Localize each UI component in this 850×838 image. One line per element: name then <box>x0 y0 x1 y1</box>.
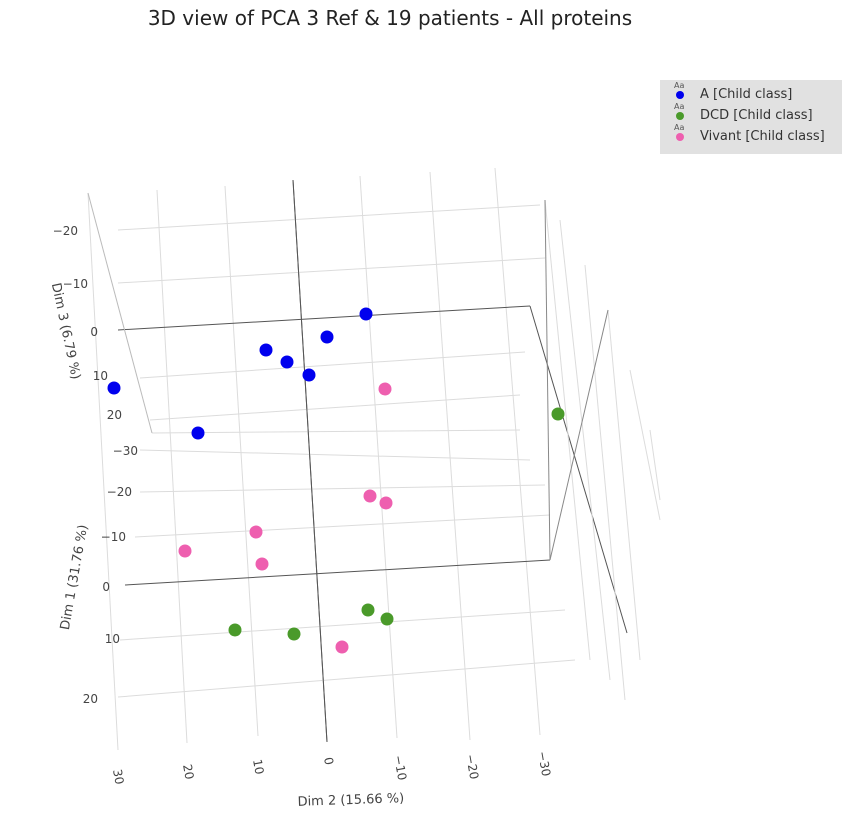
legend-badge: Aa <box>674 123 685 132</box>
tick-labels: −20 −10 0 10 20 −30 −20 −10 0 10 20 30 20 10 0 −10 −20 −3… <box>53 224 554 786</box>
data-point[interactable] <box>178 544 192 558</box>
grid-line-dim3 <box>151 429 521 434</box>
legend: Aa A [Child class] Aa DCD [Child class] … <box>660 80 842 154</box>
data-point[interactable] <box>378 382 392 396</box>
axis-label-dim1: Dim 1 (31.76 %) <box>58 524 91 632</box>
chart-title: 3D view of PCA 3 Ref & 19 patients - All… <box>147 6 633 30</box>
tick-label-dim2: −30 <box>535 750 553 777</box>
legend-dot-icon <box>676 91 684 99</box>
data-point[interactable] <box>551 407 565 421</box>
tick-label-dim1: 20 <box>83 692 98 706</box>
data-point[interactable] <box>280 355 294 369</box>
data-point[interactable] <box>302 368 316 382</box>
grid-line-depth <box>649 429 661 501</box>
grid-line-dim3 <box>117 204 541 231</box>
data-point[interactable] <box>191 426 205 440</box>
data-point[interactable] <box>249 525 263 539</box>
axis-line-edge <box>87 192 153 434</box>
grid-line-depth <box>559 219 611 681</box>
grid-line-depth <box>529 305 628 634</box>
legend-label: DCD [Child class] <box>700 108 813 123</box>
axis-line-edge <box>544 199 551 561</box>
grid-line-dim3 <box>139 351 526 379</box>
data-point[interactable] <box>363 489 377 503</box>
data-point[interactable] <box>255 557 269 571</box>
legend-item-a[interactable]: Aa A [Child class] <box>660 82 842 103</box>
tick-label-dim3: −10 <box>63 277 88 291</box>
grid-line-dim2 <box>359 175 398 739</box>
tick-label-dim2: 0 <box>321 756 336 766</box>
data-point[interactable] <box>228 623 242 637</box>
data-point[interactable] <box>259 343 273 357</box>
legend-badge: Aa <box>674 81 685 90</box>
tick-label-dim3: 0 <box>90 325 98 339</box>
tick-label-dim2: −10 <box>391 754 409 781</box>
tick-label-dim3: 20 <box>107 408 122 422</box>
grid-line-dim3 <box>117 305 531 331</box>
grid-line-dim1 <box>119 609 566 641</box>
data-point[interactable] <box>361 603 375 617</box>
tick-label-dim1: −30 <box>113 444 138 458</box>
grid-line-depth <box>584 264 626 701</box>
grid-line-dim3 <box>117 257 546 284</box>
tick-label-dim1: −10 <box>101 530 126 544</box>
data-point[interactable] <box>320 330 334 344</box>
grid-line-dim2 <box>429 171 471 741</box>
grid-line-depth <box>607 309 641 661</box>
legend-item-dcd[interactable]: Aa DCD [Child class] <box>660 103 842 124</box>
legend-label: A [Child class] <box>700 87 793 102</box>
data-point[interactable] <box>107 381 121 395</box>
grid-line-dim2 <box>494 167 541 736</box>
legend-dot-icon <box>676 133 684 141</box>
legend-dot-icon <box>676 112 684 120</box>
tick-label-dim3: 10 <box>93 369 108 383</box>
grid-line-depth <box>544 199 591 661</box>
grid-line-dim2 <box>87 192 119 751</box>
tick-label-dim2: −20 <box>463 753 481 780</box>
data-point[interactable] <box>359 307 373 321</box>
legend-label: Vivant [Child class] <box>700 129 825 144</box>
grid-line-dim1 <box>139 484 546 493</box>
data-point[interactable] <box>379 496 393 510</box>
tick-label-dim1: 10 <box>105 632 120 646</box>
axis-layer <box>87 179 609 743</box>
tick-label-dim2: 20 <box>180 763 196 780</box>
axis-label-dim2: Dim 2 (15.66 %) <box>297 791 404 810</box>
grid-line-dim3 <box>149 394 521 421</box>
grid-line-depth <box>629 369 661 521</box>
tick-label-dim1: −20 <box>107 485 132 499</box>
tick-label-dim2: 30 <box>110 768 126 785</box>
tick-label-dim3: −20 <box>53 224 78 238</box>
data-point[interactable] <box>380 612 394 626</box>
grid-line-dim1 <box>134 514 551 538</box>
grid-line-dim2 <box>224 185 259 737</box>
grid-line-dim2 <box>156 189 188 744</box>
axis-line-dim3 <box>292 179 328 743</box>
axis-line-edge <box>549 309 609 561</box>
tick-label-dim1: 0 <box>102 580 110 594</box>
data-point[interactable] <box>335 640 349 654</box>
legend-item-vivant[interactable]: Aa Vivant [Child class] <box>660 124 842 145</box>
grid-line-dim1 <box>124 559 551 586</box>
grid-layer <box>87 167 661 751</box>
grid-line-dim1 <box>139 449 531 461</box>
data-points[interactable] <box>107 307 565 654</box>
tick-label-dim2: 10 <box>250 758 266 775</box>
data-point[interactable] <box>287 627 301 641</box>
legend-badge: Aa <box>674 102 685 111</box>
grid-line-dim1 <box>117 659 576 698</box>
axis-label-dim3: Dim 3 (6.79 %) <box>48 282 83 381</box>
